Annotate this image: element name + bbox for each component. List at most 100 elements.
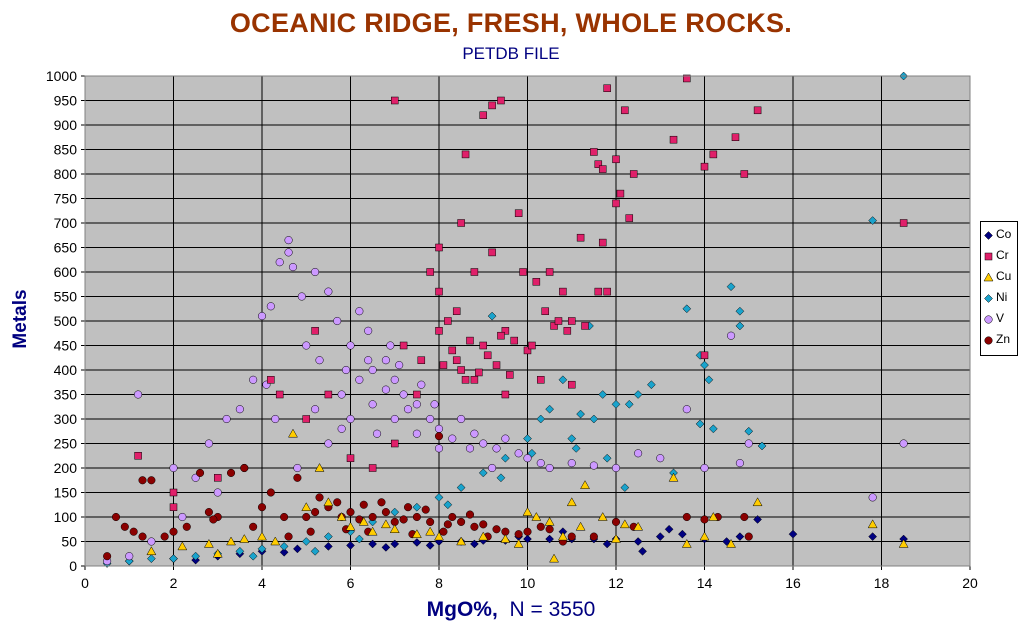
data-point-cu — [257, 531, 267, 541]
data-point-cu — [345, 521, 356, 531]
data-point-zn — [381, 508, 390, 517]
y-tick-label: 100 — [54, 509, 78, 525]
data-point-cu — [301, 502, 312, 511]
data-point-cr — [169, 503, 178, 511]
data-point-cr — [537, 376, 545, 384]
data-point-v — [222, 414, 231, 424]
data-point-co — [735, 532, 745, 541]
data-point-ni — [602, 453, 612, 463]
data-point-v — [311, 405, 320, 414]
data-point-zn — [492, 525, 501, 534]
data-point-cu — [726, 538, 736, 548]
data-point-zn — [514, 530, 523, 539]
data-point-cr — [603, 84, 611, 92]
data-point-ni — [744, 426, 754, 436]
data-point-zn — [284, 532, 293, 541]
data-point-cr — [523, 346, 532, 355]
data-point-ni — [536, 414, 546, 424]
data-point-zn — [293, 473, 302, 482]
data-point-cu — [549, 553, 559, 563]
data-point-v — [735, 459, 744, 468]
data-point-cr — [590, 148, 598, 156]
data-point-zn — [439, 527, 448, 536]
data-point-cr — [461, 376, 470, 384]
data-point-cr — [497, 331, 505, 340]
data-point-zn — [169, 527, 178, 536]
data-point-cu — [203, 538, 214, 548]
data-point-v — [434, 444, 444, 453]
data-point-zn — [204, 508, 213, 517]
data-point-ni — [633, 390, 643, 399]
data-point-v — [249, 375, 258, 384]
data-point-co — [633, 537, 643, 546]
data-point-zn — [443, 520, 452, 529]
data-point-cr — [475, 368, 483, 377]
y-tick-label: 800 — [54, 166, 78, 182]
data-point-cu — [544, 516, 555, 526]
data-point-ni — [567, 434, 577, 443]
data-point-cu — [336, 511, 347, 521]
x-tick-label: 20 — [962, 575, 978, 591]
data-point-cu — [425, 526, 436, 536]
data-point-zn — [682, 512, 691, 522]
data-point-cr — [302, 415, 310, 423]
data-point-co — [346, 541, 355, 550]
y-tick-label: 0 — [69, 558, 77, 574]
data-point-cr — [479, 341, 487, 350]
data-point-cu — [513, 538, 524, 548]
data-point-v — [403, 405, 413, 414]
data-point-cr — [267, 376, 275, 384]
data-point-cu — [434, 531, 444, 541]
data-point-co — [279, 547, 289, 557]
data-point-v — [275, 258, 284, 267]
data-point-cu — [212, 548, 223, 558]
data-point-v — [412, 400, 421, 409]
data-point-cu — [566, 497, 577, 507]
data-point-ni — [501, 453, 510, 463]
data-point-cr — [731, 133, 740, 141]
data-point-cu — [146, 546, 157, 556]
legend-item-cu: Cu — [983, 267, 1017, 287]
data-point-v — [337, 390, 346, 399]
data-point-v — [324, 287, 333, 296]
data-point-zn — [333, 498, 342, 507]
data-point-ni — [235, 546, 245, 556]
data-point-ni — [598, 390, 608, 399]
legend-marker-shape — [984, 252, 993, 261]
data-point-cu — [226, 536, 236, 546]
data-point-zn — [448, 512, 457, 522]
data-point-zn — [147, 476, 156, 485]
x-tick-label: 18 — [874, 575, 890, 591]
data-point-cu — [239, 534, 250, 543]
data-point-v — [488, 463, 497, 473]
data-point-zn — [368, 512, 377, 522]
data-point-co — [390, 539, 400, 549]
data-point-co — [381, 543, 391, 552]
y-tick-label: 1000 — [46, 68, 77, 84]
data-point-zn — [377, 498, 386, 507]
data-point-v — [373, 429, 382, 438]
data-point-zn — [589, 532, 598, 541]
data-point-zn — [403, 503, 413, 512]
data-point-zn — [138, 476, 147, 485]
data-point-cu — [619, 519, 630, 529]
data-point-v — [399, 390, 408, 399]
data-point-ni — [478, 468, 488, 478]
data-point-zn — [346, 508, 355, 517]
data-point-v — [235, 405, 244, 414]
chart-subtitle: PETDB FILE — [462, 44, 560, 63]
legend-marker-cu — [983, 272, 994, 282]
data-point-v — [434, 424, 444, 433]
data-point-v — [178, 512, 187, 522]
data-point-cr — [399, 341, 408, 350]
data-point-co — [678, 529, 687, 539]
data-point-cr — [470, 268, 479, 276]
data-point-co — [412, 538, 422, 547]
data-point-v — [381, 356, 390, 365]
legend-item-co: Co — [983, 225, 1017, 245]
x-tick-label: 16 — [785, 575, 801, 591]
y-tick-label: 850 — [54, 142, 78, 158]
data-point-v — [266, 302, 275, 311]
data-point-cr — [426, 268, 434, 276]
